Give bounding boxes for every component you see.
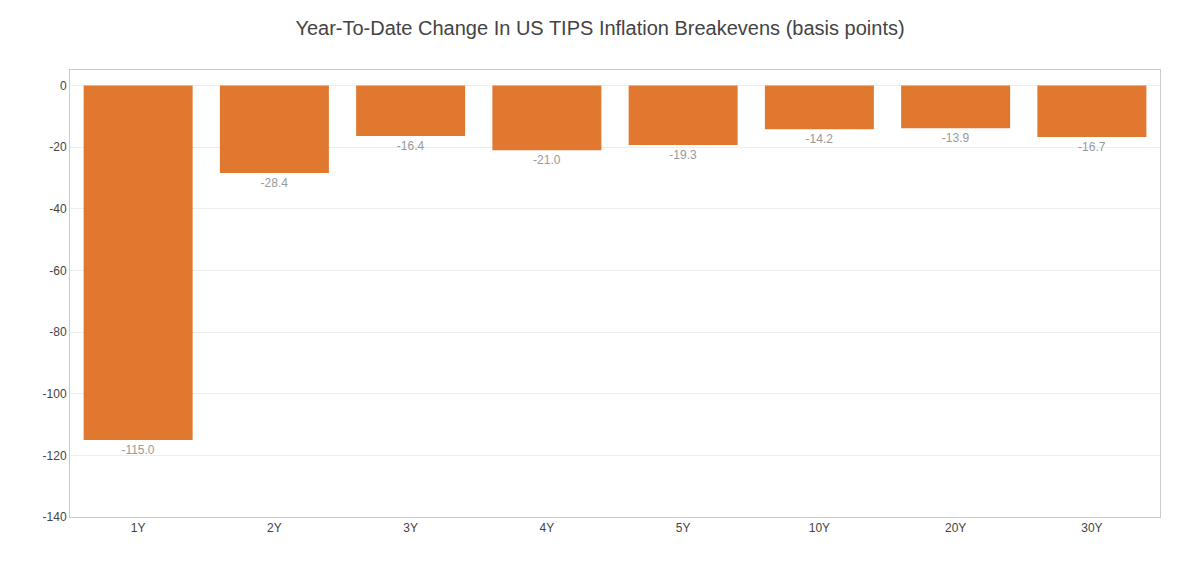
svg-text:-28.4: -28.4 [261,176,289,190]
svg-text:-40: -40 [49,202,67,216]
svg-text:20Y: 20Y [945,521,966,535]
svg-text:0: 0 [60,79,67,93]
svg-text:-19.3: -19.3 [669,148,697,162]
svg-text:-120: -120 [43,449,67,463]
svg-text:-60: -60 [49,264,67,278]
svg-text:-16.4: -16.4 [397,139,425,153]
svg-text:-13.9: -13.9 [942,131,970,145]
svg-text:2Y: 2Y [267,521,282,535]
svg-text:-100: -100 [43,387,67,401]
svg-text:-140: -140 [43,510,67,524]
svg-text:4Y: 4Y [540,521,555,535]
svg-text:-20: -20 [49,140,67,154]
svg-text:-14.2: -14.2 [806,132,834,146]
svg-text:-80: -80 [49,325,67,339]
svg-text:-16.7: -16.7 [1078,140,1106,154]
svg-text:Year-To-Date Change In US TIPS: Year-To-Date Change In US TIPS Inflation… [295,17,904,39]
svg-text:-21.0: -21.0 [533,153,561,167]
svg-text:10Y: 10Y [809,521,830,535]
svg-text:-115.0: -115.0 [121,443,154,457]
svg-text:1Y: 1Y [131,521,146,535]
svg-text:5Y: 5Y [676,521,691,535]
svg-text:3Y: 3Y [403,521,418,535]
svg-text:30Y: 30Y [1081,521,1102,535]
